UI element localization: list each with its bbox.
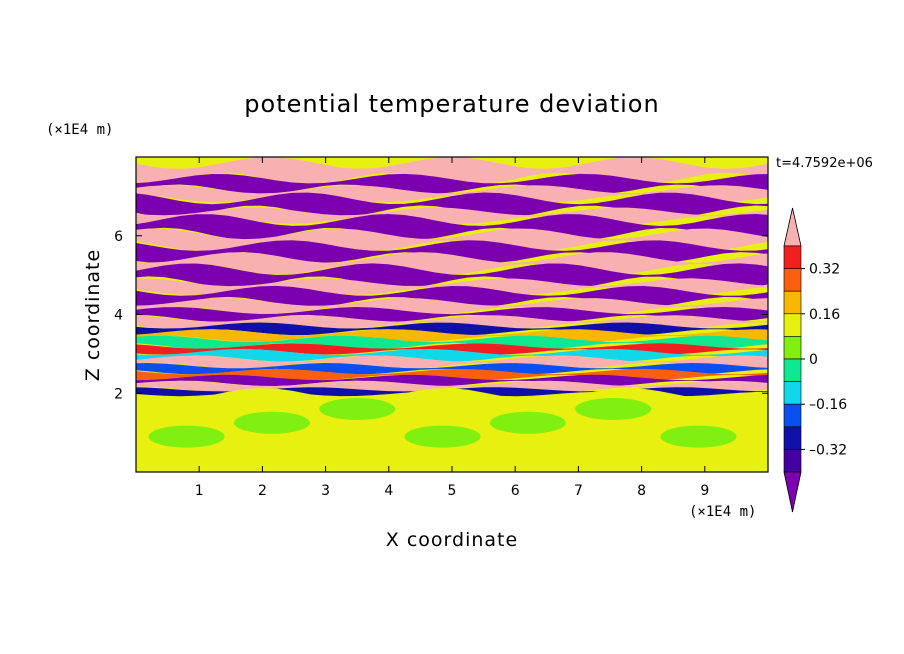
x-tick-label: 7 bbox=[574, 483, 583, 499]
colorbar-swatch bbox=[783, 449, 802, 473]
x-tick-label: 3 bbox=[321, 483, 330, 499]
colorbar-swatch bbox=[783, 336, 802, 360]
colorbar-extend-min bbox=[783, 471, 802, 513]
time-label: t=4.7592e+06 bbox=[776, 156, 873, 171]
contour-band bbox=[136, 363, 768, 375]
contour-blob bbox=[404, 425, 481, 448]
colorbar-swatch bbox=[783, 268, 802, 292]
colorbar-swatch bbox=[783, 313, 802, 337]
contour-blob bbox=[148, 425, 225, 448]
colorbar-label: 0 bbox=[809, 352, 818, 368]
contour-band bbox=[136, 214, 768, 240]
colorbar-swatch bbox=[783, 403, 802, 428]
contour-band bbox=[136, 348, 768, 362]
colorbar-label: –0.32 bbox=[809, 442, 847, 458]
contour-band bbox=[136, 252, 768, 275]
contour-band bbox=[136, 374, 768, 387]
x-axis-label: X coordinate bbox=[386, 529, 518, 551]
contour-band bbox=[136, 185, 768, 203]
colorbar-label: 0.32 bbox=[809, 262, 840, 278]
chart-title: potential temperature deviation bbox=[244, 90, 659, 118]
colorbar: 0.32 0.16 0 –0.16 –0.32 bbox=[783, 207, 847, 513]
colorbar-swatch bbox=[783, 358, 802, 382]
x-axis: 1 2 3 4 5 6 7 8 9 bbox=[195, 157, 709, 499]
colorbar-swatch bbox=[783, 381, 802, 405]
x-tick-label: 6 bbox=[511, 483, 520, 499]
y-tick-label: 4 bbox=[114, 308, 123, 324]
plot-area bbox=[135, 156, 769, 473]
x-tick-label: 5 bbox=[448, 483, 457, 499]
contour-band bbox=[136, 380, 768, 392]
contour-band bbox=[136, 315, 768, 329]
contour-band bbox=[136, 192, 768, 218]
colorbar-swatch bbox=[783, 245, 802, 269]
x-tick-label: 8 bbox=[637, 483, 646, 499]
contour-band bbox=[136, 343, 768, 355]
x-tick-label: 2 bbox=[258, 483, 267, 499]
x-unit-label: (×1E4 m) bbox=[689, 504, 756, 520]
colorbar-label: –0.16 bbox=[809, 397, 847, 413]
colorbar-swatch bbox=[783, 290, 802, 315]
colorbar-swatch bbox=[783, 426, 802, 450]
x-tick-label: 1 bbox=[195, 483, 204, 499]
contour-band bbox=[136, 228, 768, 251]
contour-band bbox=[136, 307, 768, 322]
y-unit-label: (×1E4 m) bbox=[46, 122, 113, 138]
contour-band bbox=[136, 298, 768, 315]
contour-blob bbox=[489, 411, 566, 434]
x-tick-label: 4 bbox=[384, 483, 393, 499]
contour-blob bbox=[660, 425, 737, 448]
colorbar-extend-max bbox=[783, 207, 802, 247]
contour-band bbox=[136, 263, 768, 288]
y-tick-label: 6 bbox=[114, 229, 123, 245]
y-tick-label: 2 bbox=[114, 386, 123, 402]
y-axis: 2 4 6 bbox=[114, 229, 768, 402]
y-axis-label: Z coordinate bbox=[82, 249, 104, 381]
contour-blob bbox=[575, 398, 652, 420]
contour-band bbox=[136, 240, 768, 263]
contour-band bbox=[136, 355, 768, 369]
x-tick-label: 9 bbox=[700, 483, 709, 499]
contour-band bbox=[136, 173, 768, 195]
contour-blob bbox=[233, 411, 310, 434]
contour-band bbox=[136, 335, 768, 350]
contour-blob bbox=[319, 398, 396, 420]
contour-band bbox=[136, 329, 768, 342]
colorbar-label: 0.16 bbox=[809, 307, 840, 323]
